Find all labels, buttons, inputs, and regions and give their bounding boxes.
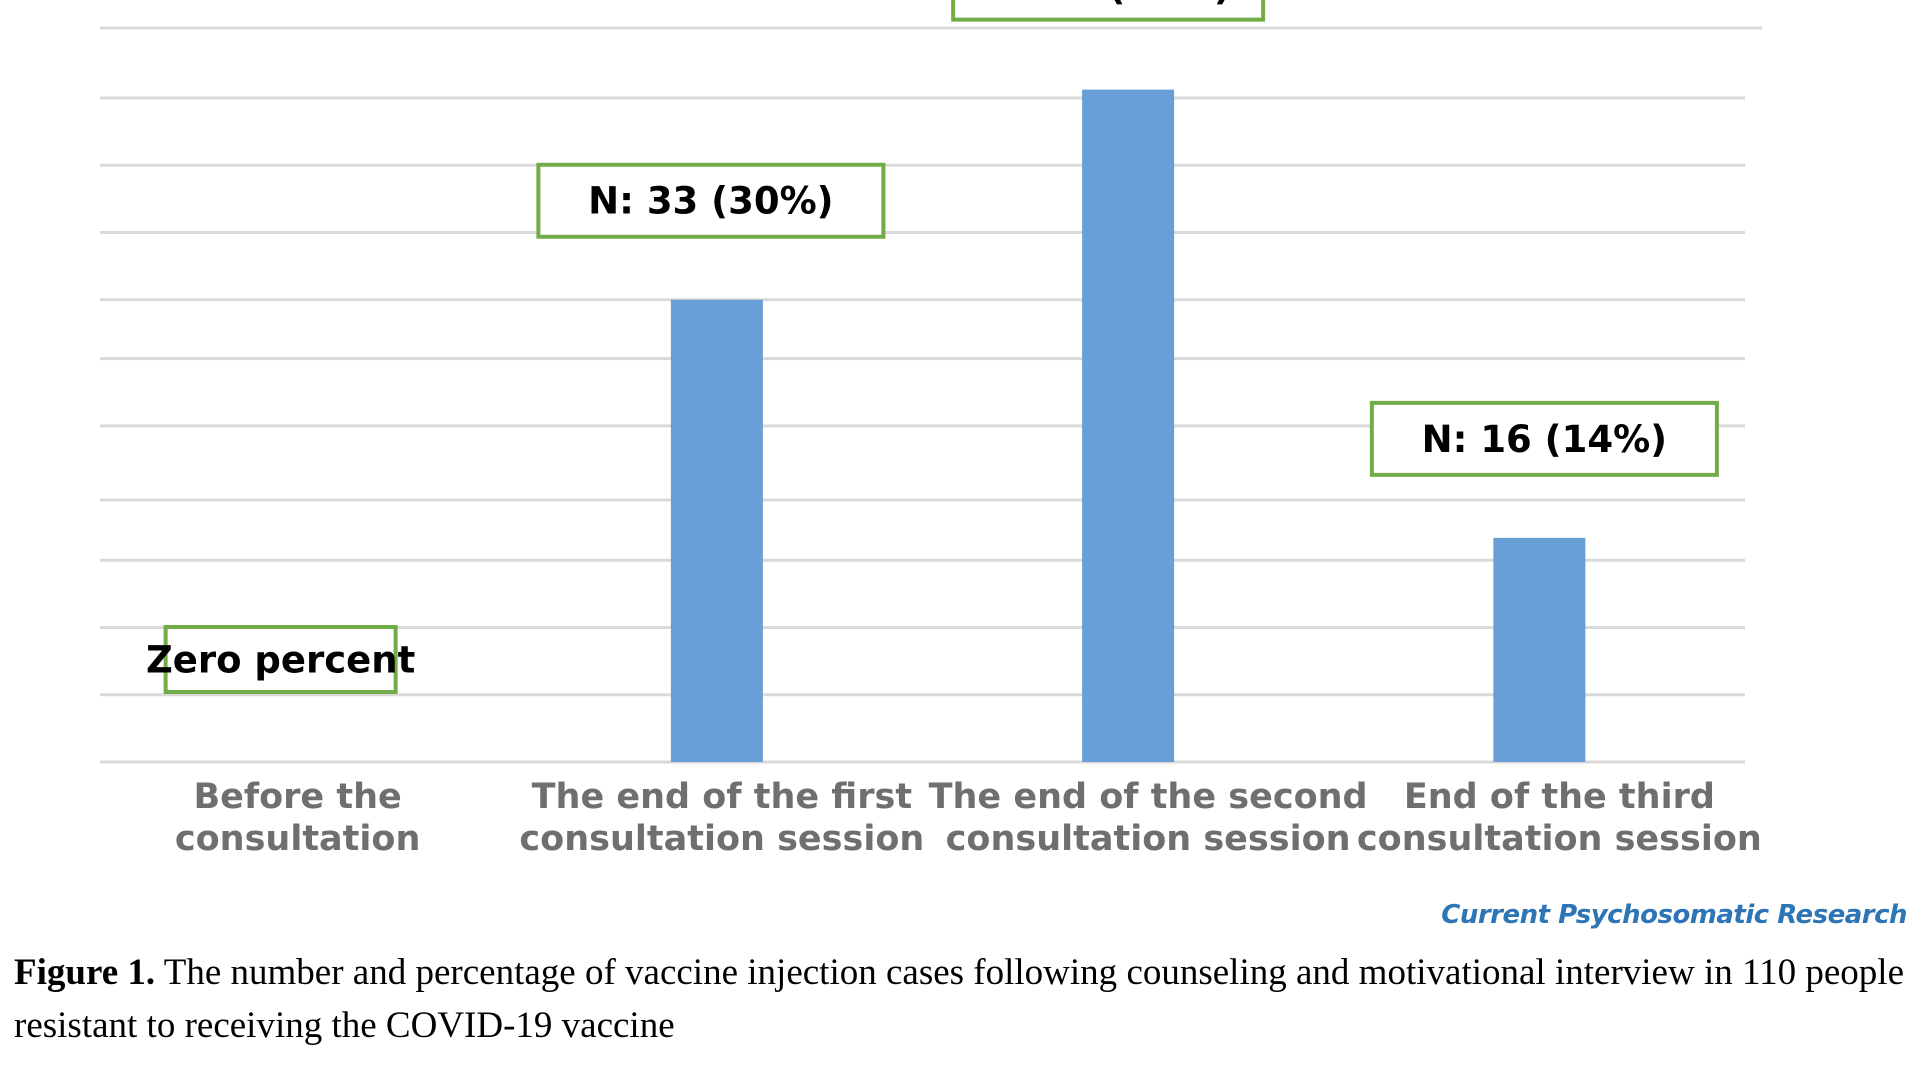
x-tick-label: The end of the first consultation session	[519, 777, 924, 859]
x-tick-label-line: The end of the second	[929, 777, 1368, 817]
x-tick-label-line: consultation session	[519, 819, 924, 859]
bar	[670, 299, 763, 762]
figure-caption: Figure 1. The number and percentage of v…	[14, 946, 1904, 1052]
bar-layer	[670, 89, 1586, 762]
caption-label: Figure 1.	[14, 952, 156, 993]
data-label-box	[951, 0, 1266, 22]
bar	[1493, 537, 1586, 762]
x-tick-label: End of the third consultation session	[1357, 777, 1762, 859]
data-label-box	[163, 625, 398, 694]
x-tick-label-line: The end of the first	[532, 777, 912, 817]
bar	[1082, 89, 1175, 762]
data-label-text: Zero percent	[146, 639, 415, 682]
x-tick-label-line: consultation	[175, 819, 421, 859]
x-tick-label-line: End of the third	[1404, 777, 1715, 817]
journal-watermark: Current Psychosomatic Research	[1441, 900, 1907, 930]
data-label: N: 48 (44%)	[951, 0, 1266, 22]
data-label: N: 16 (14%)	[1369, 400, 1719, 477]
bar-chart: Zero percent N: 33 (30%) N: 48 (44%) N: 16 …	[100, 0, 1762, 859]
x-tick-label-line: consultation session	[1357, 819, 1762, 859]
data-label-layer: Zero percent N: 33 (30%) N: 48 (44%) N: 16 …	[146, 0, 1719, 694]
caption-text: The number and percentage of vaccine inj…	[14, 952, 1904, 1046]
x-tick-layer: Before the consultation The end of the fir…	[175, 777, 1762, 859]
data-label-box	[1369, 400, 1719, 477]
data-label-text: N: 16 (14%)	[1422, 418, 1667, 461]
data-label: N: 33 (30%)	[536, 162, 886, 239]
data-label-box	[536, 162, 886, 239]
data-label: Zero percent	[146, 625, 415, 694]
x-tick-label: The end of the second consultation sessio…	[929, 777, 1368, 859]
data-label-text: N: 48 (44%)	[985, 0, 1230, 9]
data-label-text: N: 33 (30%)	[588, 180, 833, 223]
x-tick-label: Before the consultation	[175, 777, 421, 859]
x-tick-label-line: Before the	[193, 777, 401, 817]
x-tick-label-line: consultation session	[946, 819, 1351, 859]
